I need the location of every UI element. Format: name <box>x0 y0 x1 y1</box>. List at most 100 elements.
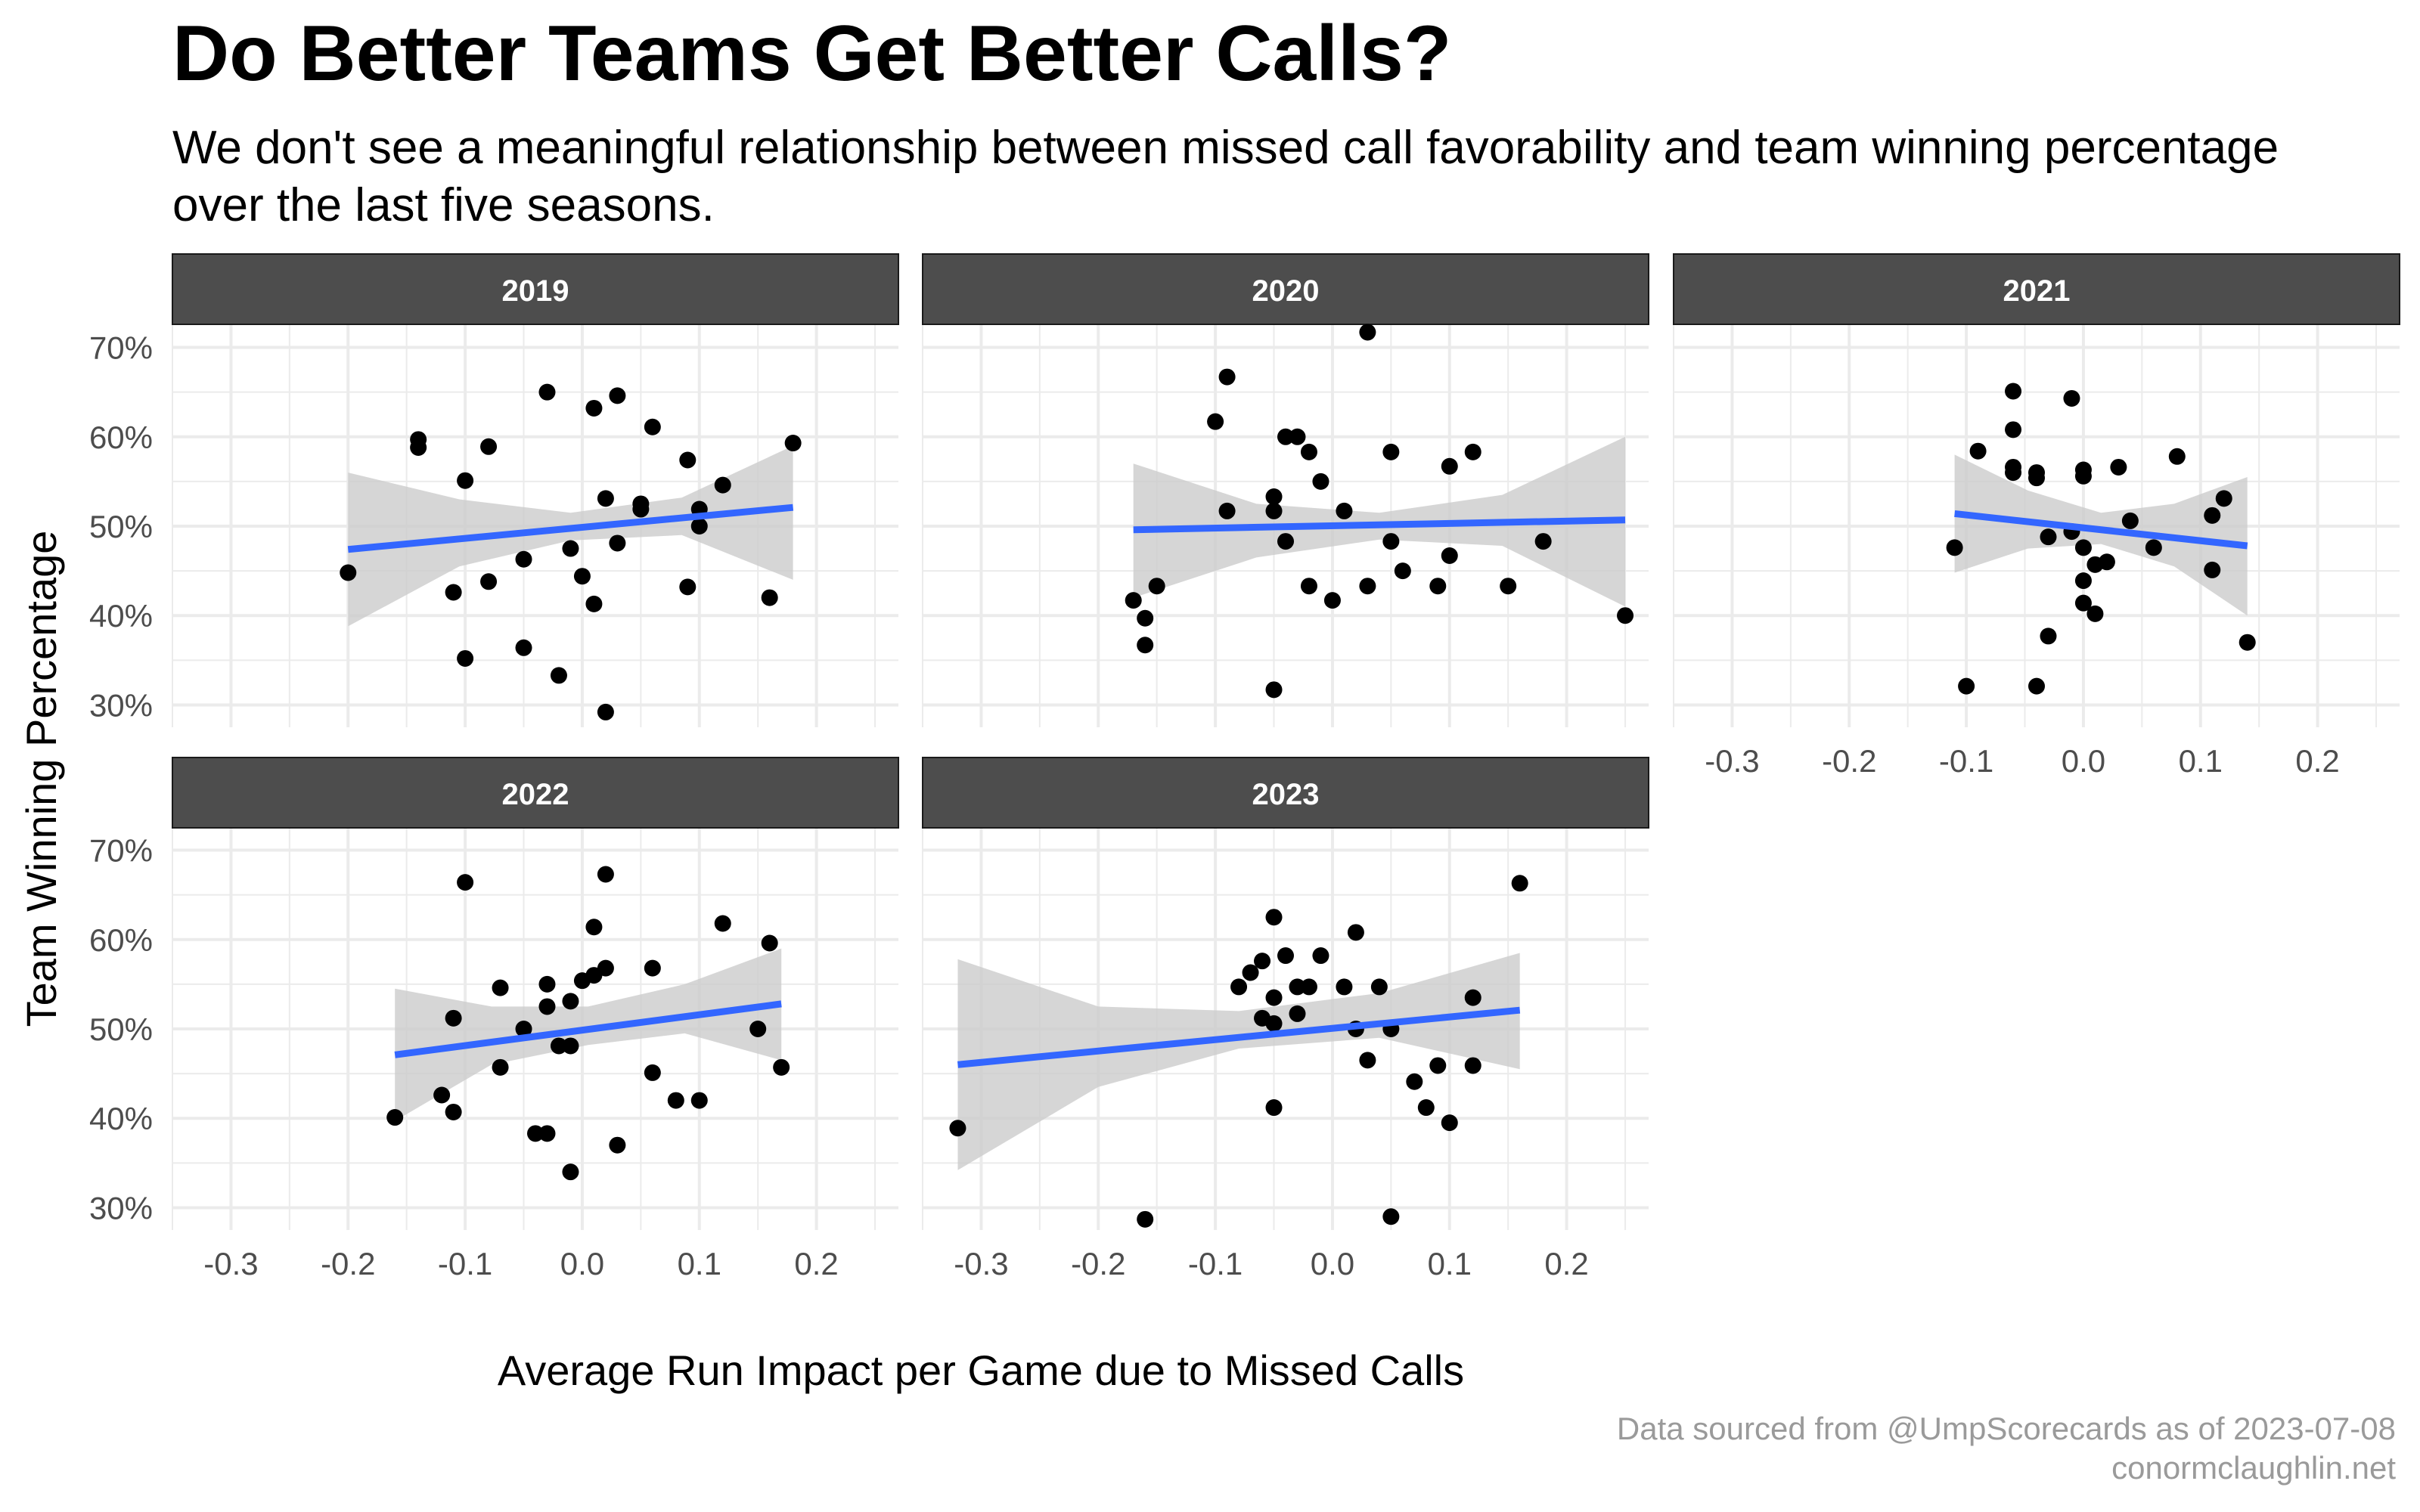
x-tick-label: 0.1 <box>1428 1246 1472 1281</box>
y-tick-label: 40% <box>89 598 153 634</box>
confidence-ribbon <box>1954 454 2248 616</box>
data-point <box>1218 502 1236 519</box>
data-point <box>1125 592 1142 609</box>
facet-panels: 2019 30% 40% 50% 60% 70% 2020 2021 -0.3 -0.2 -0.1 0… <box>89 253 2400 1281</box>
data-point <box>1336 978 1353 996</box>
data-point <box>2005 464 2022 482</box>
data-point <box>562 1037 579 1055</box>
data-point <box>1500 578 1517 595</box>
data-point <box>562 540 579 557</box>
data-point <box>690 1092 708 1109</box>
data-point <box>550 1037 567 1055</box>
data-point <box>2110 458 2127 476</box>
data-point <box>761 589 778 606</box>
data-point <box>538 998 556 1015</box>
x-tick-label: -0.1 <box>1939 743 1993 779</box>
data-point <box>761 934 778 952</box>
data-point <box>1242 964 1259 981</box>
data-point <box>609 534 626 552</box>
data-point <box>1277 947 1294 965</box>
x-tick-label: 0.2 <box>1544 1246 1588 1281</box>
data-point <box>2074 572 2092 590</box>
data-point <box>1429 578 1447 595</box>
x-tick-label: 0.1 <box>2179 743 2223 779</box>
data-point <box>2204 507 2221 524</box>
data-point <box>2074 539 2092 556</box>
data-point <box>667 1092 684 1109</box>
data-point <box>597 703 614 720</box>
data-point <box>1265 1099 1283 1117</box>
data-point <box>1265 909 1283 926</box>
facet-2021: 2021 -0.3 -0.2 -0.1 0.0 0.1 0.2 <box>1673 253 2400 779</box>
data-point <box>573 568 591 585</box>
facet-2023: 2023 -0.3 -0.2 -0.1 0.0 0.1 0.2 <box>922 757 1649 1281</box>
caption-source: Data sourced from @UmpScorecards as of 2… <box>1616 1411 2396 1446</box>
data-point <box>492 1058 509 1076</box>
data-point <box>2063 389 2080 407</box>
data-point <box>515 1021 532 1037</box>
data-point <box>1958 677 1975 695</box>
data-point <box>1617 607 1634 624</box>
facet-strip-label: 2020 <box>1252 274 1320 308</box>
data-point <box>1254 953 1271 970</box>
data-point <box>515 639 532 656</box>
data-point <box>597 959 614 977</box>
data-point <box>749 1021 767 1037</box>
data-point <box>410 438 427 456</box>
data-point <box>609 387 626 404</box>
data-point <box>1289 1005 1306 1022</box>
data-point <box>1277 533 1294 550</box>
data-point <box>457 649 474 667</box>
data-point <box>2121 512 2139 529</box>
data-point <box>386 1109 404 1126</box>
trend-line <box>957 1006 1521 1068</box>
facet-2020: 2020 <box>922 253 1649 727</box>
data-point <box>1406 1073 1423 1090</box>
facet-strip-label: 2023 <box>1252 778 1320 811</box>
data-point <box>690 518 708 534</box>
data-point <box>1312 947 1329 965</box>
x-tick-label: -0.3 <box>203 1246 258 1281</box>
y-axis-label: Team Winning Percentage <box>17 531 65 1027</box>
data-point <box>644 418 661 435</box>
data-point <box>515 550 532 568</box>
data-point <box>597 866 614 883</box>
data-point <box>445 1103 462 1120</box>
data-point <box>527 1125 544 1142</box>
data-point <box>1417 1099 1435 1117</box>
data-point <box>1230 978 1248 996</box>
data-point <box>1359 578 1376 595</box>
confidence-ribbon <box>348 445 793 627</box>
x-tick-label: 0.0 <box>2062 743 2105 779</box>
data-point <box>1464 1057 1481 1074</box>
data-point <box>1370 978 1388 996</box>
data-point <box>1441 547 1458 565</box>
data-point <box>2028 677 2045 695</box>
data-point <box>2074 594 2092 612</box>
facet-2022: 2022 30% 40% 50% 60% 70% -0.3 -0.2 -0.1 0.0 0.1 0.2 <box>89 757 899 1281</box>
data-point <box>538 1125 556 1142</box>
data-point <box>585 919 603 936</box>
y-tick-label: 50% <box>89 1012 153 1047</box>
chart-title: Do Better Teams Get Better Calls? <box>172 10 1452 98</box>
data-point <box>1441 1114 1458 1132</box>
data-point <box>1265 681 1283 699</box>
data-point <box>2238 634 2256 651</box>
data-point <box>2005 421 2022 438</box>
data-point <box>585 399 603 417</box>
data-point <box>1429 1057 1447 1074</box>
facet-strip-label: 2022 <box>502 778 569 811</box>
data-point <box>1207 413 1224 430</box>
y-tick-label: 30% <box>89 1190 153 1225</box>
y-tick-label: 60% <box>89 420 153 455</box>
data-point <box>949 1120 966 1137</box>
facet-strip <box>172 253 899 325</box>
data-point <box>1289 978 1306 996</box>
data-point <box>1265 1015 1283 1032</box>
data-point <box>457 874 474 891</box>
data-point <box>632 500 650 518</box>
data-point <box>1265 502 1283 519</box>
data-point <box>1137 609 1154 627</box>
data-point <box>1394 562 1411 580</box>
data-point <box>538 383 556 401</box>
